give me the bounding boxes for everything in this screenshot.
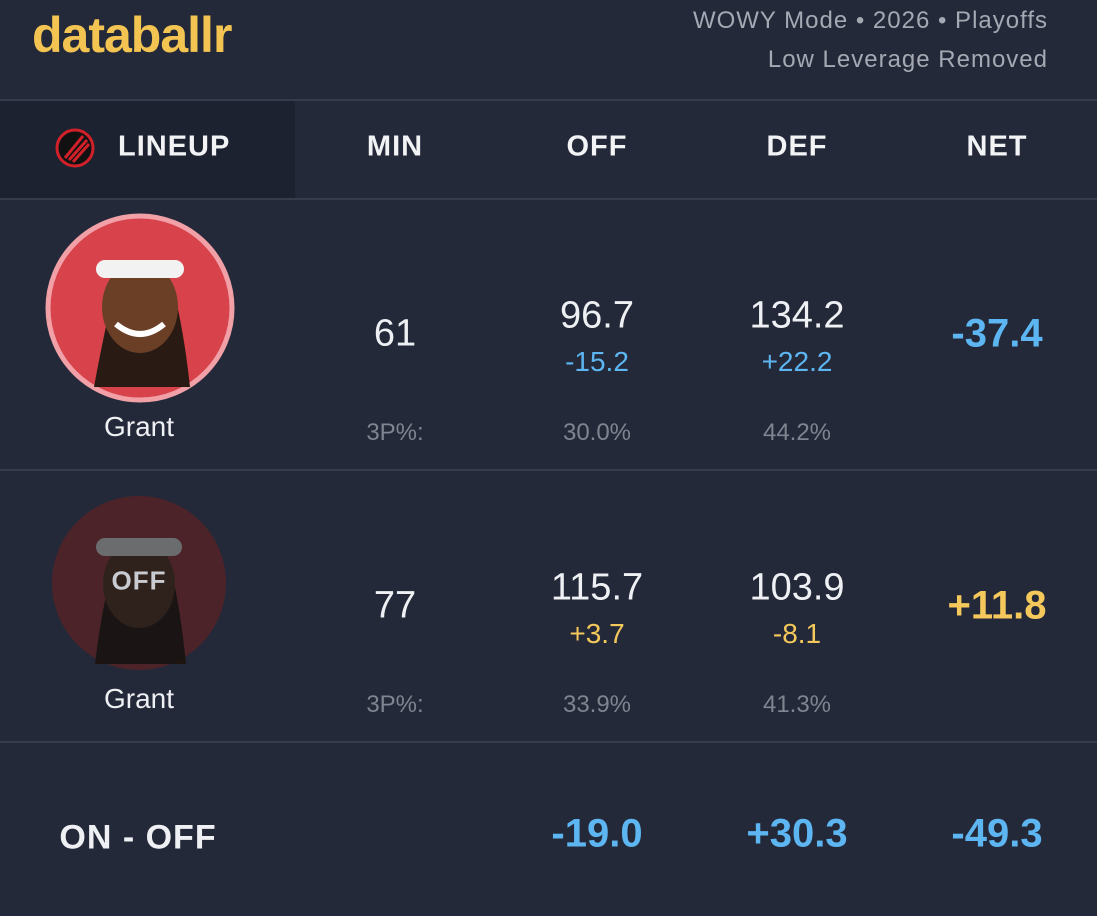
lineup-header-cell	[0, 101, 295, 198]
def-rating: 134.2	[749, 294, 845, 337]
min: 61	[373, 312, 417, 355]
mode: WOWY Mode • 2026 • Playoffs	[692, 7, 1048, 34]
off-rating: 96.7	[560, 294, 634, 337]
footer-off: -19.0	[551, 811, 643, 856]
three-pt-label: 3P%:	[366, 419, 424, 446]
off-3p: 30.0%	[562, 419, 632, 446]
def-diff: +22.2	[761, 346, 833, 377]
column-header: DEF	[766, 130, 828, 163]
def-3p: 41.3%	[762, 691, 832, 718]
divider	[0, 741, 1097, 743]
status-badge: OFF	[111, 565, 167, 596]
column-header: LINEUP	[118, 130, 231, 163]
column-header: OFF	[566, 130, 628, 163]
player-avatar	[52, 496, 226, 670]
footer-net: -49.3	[951, 811, 1043, 856]
min: 77	[373, 584, 417, 627]
filter: Low Leverage Removed	[767, 46, 1048, 73]
off-rating: 115.7	[550, 566, 644, 609]
divider	[0, 198, 1097, 200]
footer-def: +30.3	[746, 811, 848, 856]
three-pt-label: 3P%:	[366, 691, 424, 718]
divider	[0, 99, 1097, 101]
net-rating: -37.4	[951, 311, 1043, 356]
column-header: NET	[966, 130, 1028, 163]
team-logo	[55, 128, 95, 168]
def-diff: -8.1	[772, 618, 822, 649]
off-3p: 33.9%	[562, 691, 632, 718]
divider	[0, 469, 1097, 471]
footer-label: ON - OFF	[59, 818, 217, 857]
player-name: Grant	[103, 411, 175, 442]
off-diff: +3.7	[569, 618, 625, 649]
player-name: Grant	[103, 683, 175, 714]
column-header: MIN	[366, 130, 424, 163]
off-diff: -15.2	[565, 346, 629, 377]
def-3p: 44.2%	[762, 419, 832, 446]
def-rating: 103.9	[749, 566, 845, 609]
logo: databallr	[32, 7, 232, 63]
player-avatar	[45, 213, 235, 403]
net-rating: +11.8	[947, 583, 1047, 628]
